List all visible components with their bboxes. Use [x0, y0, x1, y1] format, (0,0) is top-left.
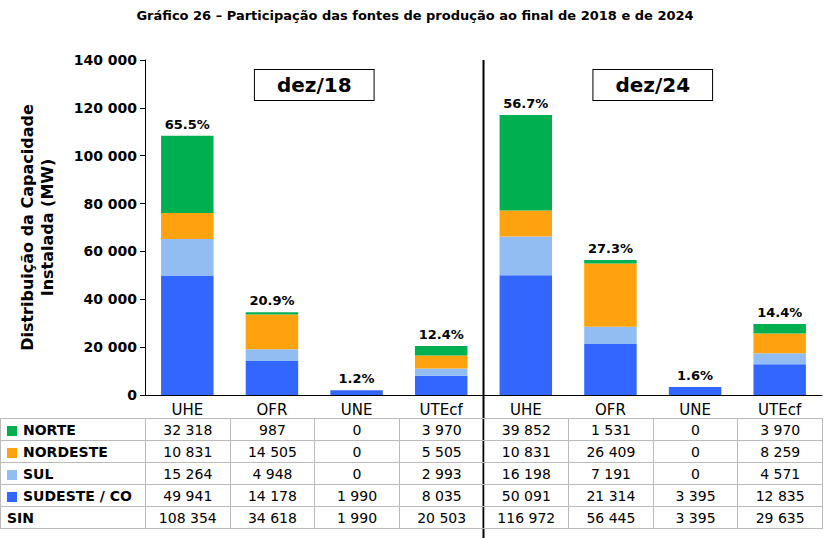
html-text:34 618: 34 618 — [247, 509, 297, 526]
svg-text:65.5%: 65.5% — [165, 117, 210, 132]
html-text:SUL: SUL — [23, 465, 54, 482]
svg-text:Gráfico 26 – Participação das: Gráfico 26 – Participação das fontes de … — [136, 8, 693, 23]
svg-text:Instalada (MW): Instalada (MW) — [38, 159, 57, 297]
svg-text:20 000: 20 000 — [83, 339, 137, 355]
html-text:10 831: 10 831 — [501, 443, 551, 460]
html-text:NORDESTE: NORDESTE — [23, 443, 108, 460]
svg-text:UNE: UNE — [341, 401, 373, 419]
html-text:1 990: 1 990 — [337, 487, 378, 504]
html-text:32 318: 32 318 — [163, 421, 213, 438]
svg-text:12.4%: 12.4% — [419, 327, 464, 342]
html-text:39 852: 39 852 — [501, 421, 551, 438]
html-text:1 990: 1 990 — [337, 509, 378, 526]
html-text:116 972: 116 972 — [497, 509, 556, 526]
html-text:26 409: 26 409 — [586, 443, 636, 460]
svg-text:UTEcf: UTEcf — [758, 401, 802, 419]
html-text:3 395: 3 395 — [675, 509, 716, 526]
svg-text:140 000: 140 000 — [74, 52, 138, 68]
html-text:16 198: 16 198 — [501, 465, 551, 482]
html-text:1 531: 1 531 — [590, 421, 631, 438]
svg-text:dez/24: dez/24 — [615, 73, 690, 97]
svg-text:100 000: 100 000 — [74, 148, 138, 164]
html-text:SUDESTE / CO: SUDESTE / CO — [23, 487, 132, 504]
html-text:12 835: 12 835 — [755, 487, 805, 504]
html-text:21 314: 21 314 — [586, 487, 636, 504]
svg-text:0: 0 — [127, 387, 137, 403]
svg-text:UTEcf: UTEcf — [420, 401, 464, 419]
html-text:7 191: 7 191 — [590, 465, 631, 482]
html-text:8 035: 8 035 — [421, 487, 462, 504]
svg-text:14.4%: 14.4% — [757, 305, 802, 320]
html-text:3 970: 3 970 — [760, 421, 801, 438]
html-text:15 264: 15 264 — [163, 465, 213, 482]
html-text:0: 0 — [691, 443, 700, 460]
svg-text:Distribuição da Capacidade: Distribuição da Capacidade — [18, 104, 37, 351]
svg-text:OFR: OFR — [257, 401, 288, 419]
svg-text:UHE: UHE — [171, 401, 203, 419]
html-text:8 259: 8 259 — [760, 443, 801, 460]
html-text:50 091: 50 091 — [501, 487, 551, 504]
svg-text:UHE: UHE — [510, 401, 542, 419]
html-text:0: 0 — [352, 421, 362, 438]
html-text:29 635: 29 635 — [755, 509, 805, 526]
svg-text:20.9%: 20.9% — [249, 293, 294, 308]
html-text:SIN: SIN — [7, 509, 34, 526]
html-text:108 354: 108 354 — [158, 509, 217, 526]
svg-text:OFR: OFR — [595, 401, 626, 419]
html-text:49 941: 49 941 — [163, 487, 213, 504]
html-text:0: 0 — [352, 465, 362, 482]
svg-text:dez/18: dez/18 — [277, 73, 352, 97]
html-text:56 445: 56 445 — [586, 509, 636, 526]
html-text:4 948: 4 948 — [252, 465, 293, 482]
html-text:14 178: 14 178 — [247, 487, 297, 504]
html-text:4 571: 4 571 — [760, 465, 801, 482]
html-text:0: 0 — [691, 465, 700, 482]
svg-text:80 000: 80 000 — [83, 196, 137, 212]
svg-text:UNE: UNE — [679, 401, 711, 419]
svg-text:1.6%: 1.6% — [677, 368, 713, 383]
html-text:NORTE: NORTE — [23, 421, 76, 438]
html-text:0: 0 — [691, 421, 700, 438]
html-text:10 831: 10 831 — [163, 443, 213, 460]
html-text:5 505: 5 505 — [421, 443, 462, 460]
svg-text:120 000: 120 000 — [74, 100, 138, 116]
html-text:987: 987 — [259, 421, 286, 438]
html-text:20 503: 20 503 — [417, 509, 467, 526]
html-text:14 505: 14 505 — [247, 443, 297, 460]
html-text:3 395: 3 395 — [675, 487, 716, 504]
svg-text:27.3%: 27.3% — [588, 241, 633, 256]
svg-text:1.2%: 1.2% — [339, 371, 375, 386]
html-text:2 993: 2 993 — [421, 465, 462, 482]
svg-text:56.7%: 56.7% — [503, 96, 548, 111]
svg-text:60 000: 60 000 — [83, 243, 137, 259]
html-text:3 970: 3 970 — [421, 421, 462, 438]
svg-text:40 000: 40 000 — [83, 291, 137, 307]
html-text:0: 0 — [352, 443, 362, 460]
